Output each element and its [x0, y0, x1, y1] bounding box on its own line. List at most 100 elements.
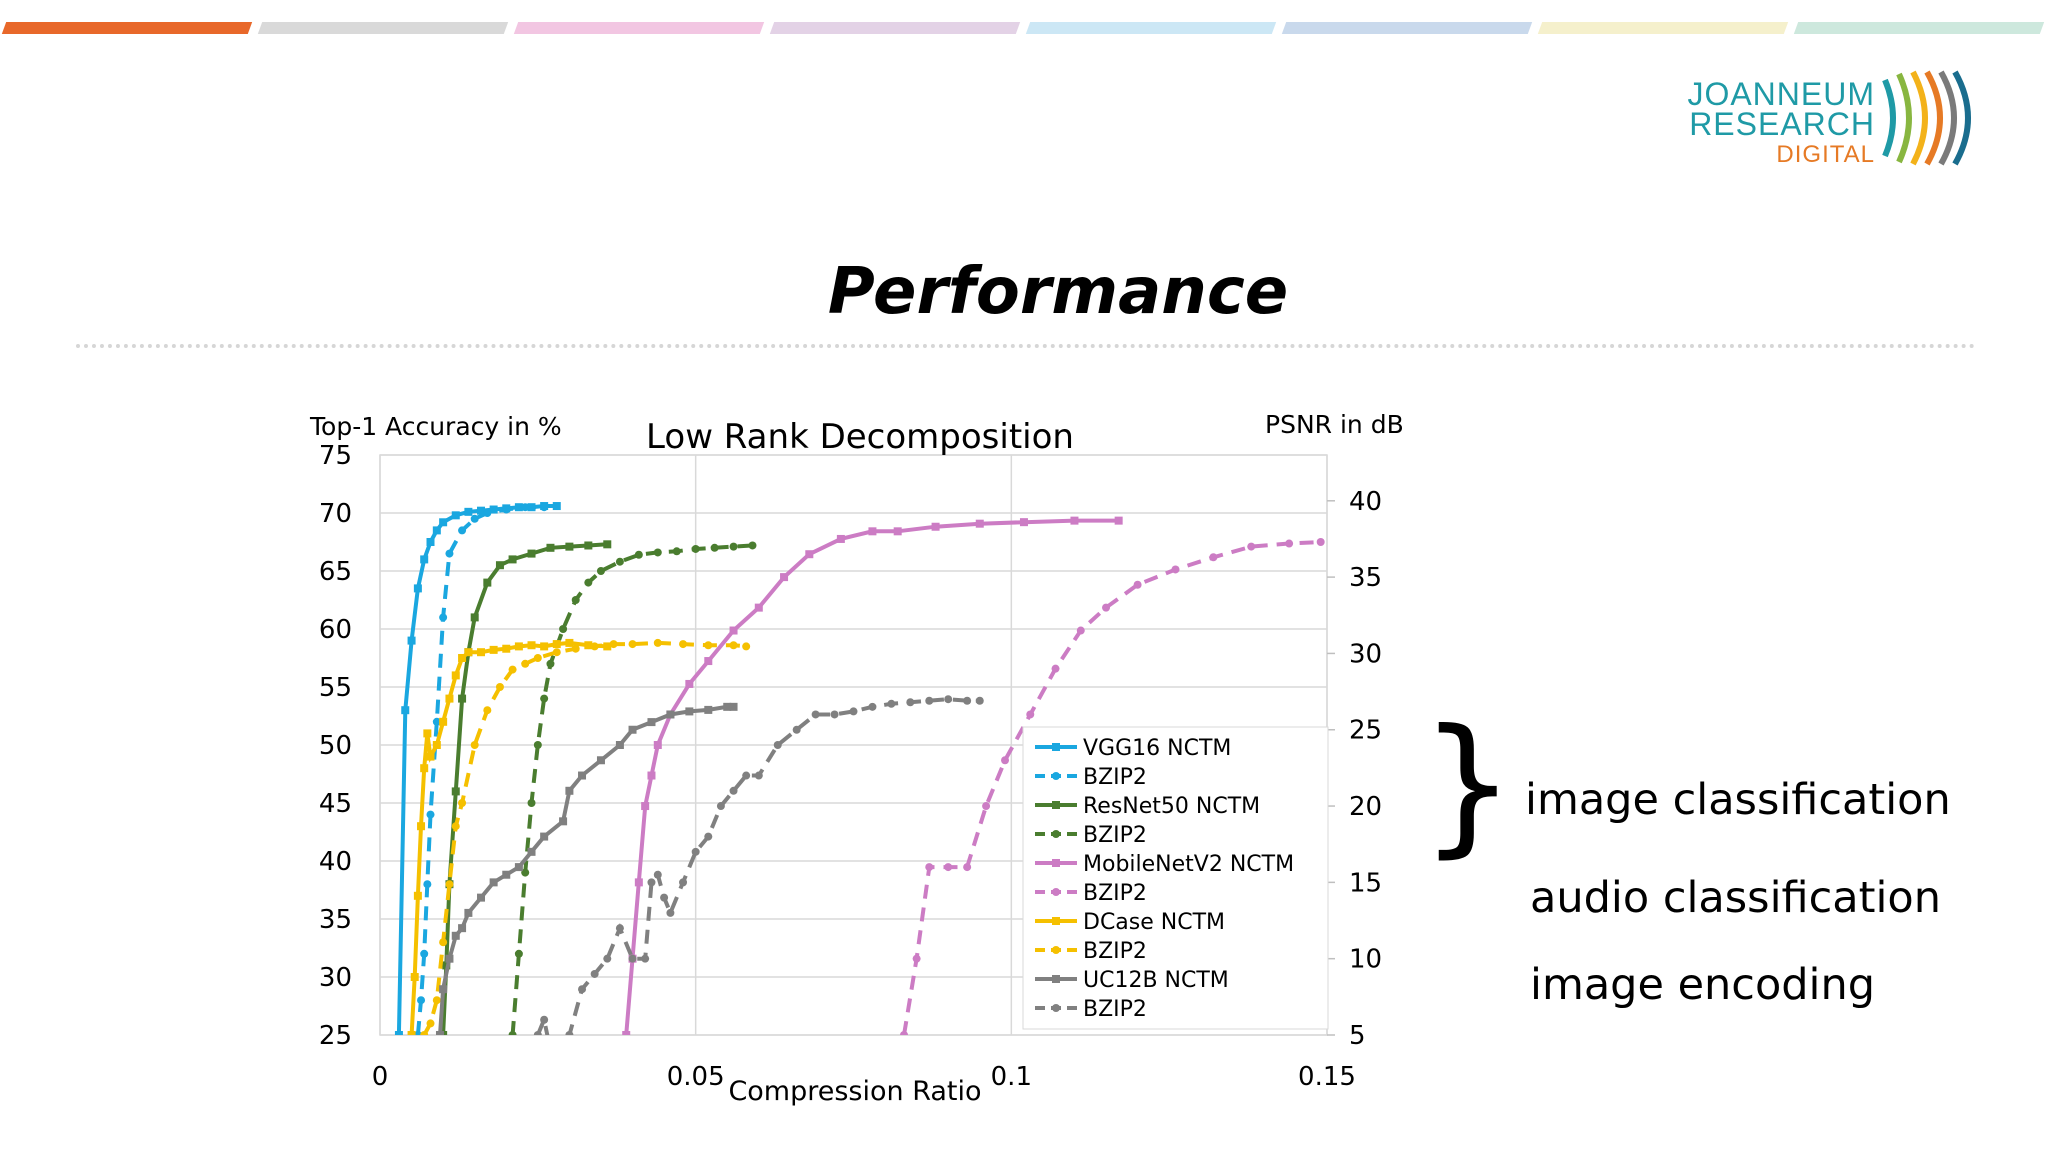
data-point — [590, 969, 599, 978]
legend-marker — [1052, 975, 1060, 983]
top-bar-segment — [1, 22, 253, 34]
data-point — [906, 698, 915, 707]
data-point — [559, 817, 568, 826]
logo-line-3: DIGITAL — [1776, 141, 1875, 168]
y2-tick-label: 15 — [1349, 868, 1382, 898]
y2-tick-label: 20 — [1349, 792, 1382, 822]
data-point — [641, 954, 650, 963]
data-point — [420, 764, 429, 773]
data-point — [451, 671, 460, 680]
data-point — [432, 526, 441, 535]
top-bar-segment — [1793, 22, 2045, 34]
data-point — [559, 625, 568, 633]
y-tick-label: 40 — [319, 847, 352, 877]
side-label-audio-classification: audio classification — [1530, 873, 1941, 923]
data-point — [445, 954, 454, 963]
data-point — [811, 710, 820, 719]
data-point — [679, 640, 688, 649]
legend-marker — [1052, 743, 1060, 751]
data-point — [458, 654, 467, 662]
data-point — [413, 584, 422, 593]
data-point — [464, 507, 473, 516]
legend-label: BZIP2 — [1083, 939, 1147, 964]
data-point — [502, 505, 511, 514]
data-point — [458, 924, 467, 933]
data-point — [552, 648, 561, 657]
data-point — [495, 561, 504, 570]
chart-legend: VGG16 NCTM BZIP2 ResNet50 NCTM BZIP2 MobileN… — [1022, 726, 1329, 1030]
y2-tick-label: 25 — [1349, 716, 1382, 746]
data-point — [423, 729, 432, 738]
joanneum-logo: JOANNEUM RESEARCH DIGITAL — [1670, 68, 1985, 178]
data-point — [464, 908, 473, 917]
data-point — [584, 541, 593, 550]
data-point — [609, 640, 618, 649]
data-point — [413, 891, 422, 900]
data-point — [641, 802, 650, 811]
data-point — [748, 541, 757, 550]
data-point — [423, 880, 432, 889]
y-tick-label: 50 — [319, 731, 352, 761]
legend-marker — [1052, 830, 1060, 838]
data-point — [704, 705, 713, 714]
data-point — [407, 1031, 416, 1035]
data-point — [483, 509, 492, 517]
x-tick-label: 0.15 — [1298, 1062, 1356, 1092]
data-point — [634, 550, 643, 559]
data-point — [603, 642, 612, 651]
data-point — [439, 717, 448, 726]
data-point — [584, 578, 593, 587]
data-point — [426, 1019, 435, 1028]
data-point — [666, 710, 675, 719]
data-point — [710, 543, 719, 552]
data-point — [420, 1031, 429, 1035]
data-point — [407, 636, 416, 645]
data-point — [521, 503, 530, 512]
x-tick-label: 0.05 — [667, 1062, 725, 1092]
data-point — [729, 641, 738, 650]
data-point — [464, 648, 473, 657]
data-point — [527, 847, 536, 856]
data-point — [628, 640, 637, 649]
series-group — [394, 502, 1325, 1035]
data-point — [502, 644, 511, 653]
top-bar-segment — [1537, 22, 1789, 34]
logo-wave-icon — [1882, 70, 1971, 166]
series-line — [422, 640, 747, 1035]
data-point — [615, 741, 624, 749]
data-point — [477, 648, 486, 657]
data-point — [944, 863, 953, 872]
data-point — [666, 908, 675, 917]
data-point — [552, 640, 561, 649]
data-point — [653, 741, 662, 749]
series-line — [535, 697, 980, 1035]
data-point — [394, 1031, 403, 1035]
data-point — [931, 522, 940, 531]
data-point — [401, 706, 410, 715]
data-point — [975, 696, 984, 705]
data-point — [868, 527, 877, 536]
data-point — [426, 752, 435, 761]
data-point — [754, 771, 763, 780]
data-point — [1019, 518, 1028, 527]
data-point — [660, 893, 669, 902]
data-point — [578, 985, 587, 994]
data-point — [628, 954, 637, 963]
legend-marker — [1052, 946, 1060, 954]
data-point — [615, 924, 624, 933]
y-tick-label: 25 — [319, 1021, 352, 1051]
data-point — [417, 822, 426, 831]
data-point — [836, 534, 845, 543]
x-tick-label: 0.1 — [991, 1062, 1032, 1092]
data-point — [647, 771, 656, 780]
data-point — [521, 868, 530, 877]
side-label-image-encoding: image encoding — [1530, 960, 1876, 1010]
data-point — [420, 555, 429, 564]
data-point — [653, 548, 662, 557]
legend-label: BZIP2 — [1083, 881, 1147, 906]
data-point — [628, 725, 637, 734]
data-point — [742, 642, 751, 651]
data-point — [868, 702, 877, 711]
top-bar-segment — [1281, 22, 1533, 34]
x-axis-label: Compression Ratio — [728, 1076, 981, 1107]
